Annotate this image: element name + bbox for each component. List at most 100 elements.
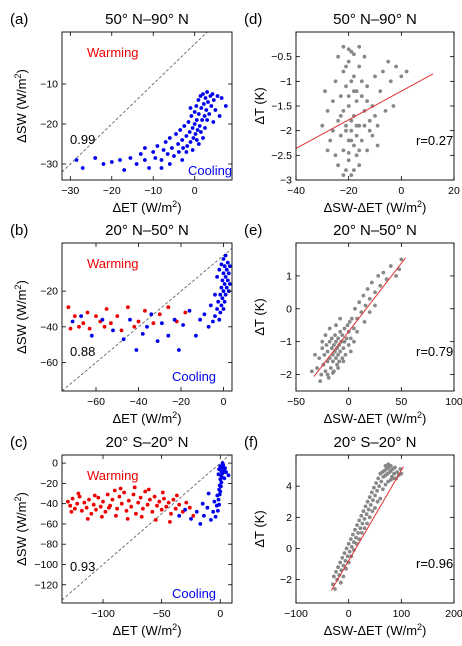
point-b-1-32 <box>220 296 225 301</box>
point-c-1-33 <box>217 467 222 472</box>
point-f-0-18 <box>349 545 354 549</box>
point-f-0-29 <box>361 509 366 513</box>
point-f-0-67 <box>373 506 377 510</box>
point-f-0-81 <box>381 487 385 492</box>
point-c-1-30 <box>222 476 227 481</box>
point-d-0-64 <box>346 94 351 98</box>
point-e-0-29 <box>337 359 342 364</box>
point-f-0-26 <box>358 526 363 531</box>
panel-title: 50° N–90° N <box>333 11 417 28</box>
y-tick-label: −20 <box>40 286 58 298</box>
point-c-0-66 <box>168 520 172 524</box>
point-d-0-1 <box>325 109 330 113</box>
point-d-0-7 <box>336 163 340 168</box>
point-a-1-2 <box>93 156 98 160</box>
point-f-0-72 <box>359 531 364 535</box>
point-c-0-29 <box>134 511 138 516</box>
point-c-1-35 <box>220 461 225 465</box>
panel-e: −50 0 50 100 −2 −1 0 1 20° N–50° N (e) ΔSW-ΔET (W/… <box>244 222 462 426</box>
point-c-0-50 <box>187 505 192 510</box>
point-e-0-13 <box>328 366 333 370</box>
point-e-0-26 <box>336 336 340 341</box>
point-f-0-43 <box>376 476 381 481</box>
point-c-1-24 <box>219 480 224 485</box>
point-c-1-18 <box>217 492 222 497</box>
point-a-1-71 <box>167 162 172 166</box>
point-e-0-55 <box>369 280 374 285</box>
point-a-1-59 <box>210 92 215 96</box>
point-c-0-12 <box>94 507 98 512</box>
point-b-1-35 <box>221 307 226 311</box>
x-tick-label: −100 <box>284 608 308 620</box>
point-b-1-40 <box>223 292 228 297</box>
point-d-0-5 <box>333 79 338 84</box>
point-e-0-70 <box>331 371 335 375</box>
panel-label: (a) <box>10 11 28 28</box>
point-c-0-57 <box>107 505 111 510</box>
fit-line <box>313 257 406 377</box>
point-e-0-74 <box>352 339 356 344</box>
point-b-1-21 <box>206 324 211 329</box>
points <box>66 253 232 352</box>
point-c-1-8 <box>211 509 216 514</box>
point-b-1-4 <box>111 328 115 333</box>
point-e-0-73 <box>348 349 353 354</box>
point-e-0-23 <box>334 339 338 344</box>
y-tick-label: 2 <box>286 512 292 524</box>
point-c-0-59 <box>118 486 123 491</box>
point-c-1-27 <box>220 471 225 476</box>
point-a-1-5 <box>118 158 122 162</box>
y-tick-label: −40 <box>40 321 58 333</box>
x-tick-label: −30 <box>61 185 79 197</box>
point-e-0-75 <box>355 329 359 334</box>
point-d-0-11 <box>341 148 346 153</box>
y-tick-label: −2 <box>280 574 292 586</box>
point-a-1-9 <box>138 152 143 156</box>
point-f-0-16 <box>347 549 352 554</box>
point-e-0-62 <box>394 274 398 278</box>
point-d-0-33 <box>357 163 362 168</box>
point-a-1-79 <box>180 158 185 162</box>
point-b-0-4 <box>81 321 86 326</box>
point-f-0-25 <box>357 518 362 523</box>
warming-label: Warming <box>87 45 139 60</box>
y-tick-label: −80 <box>40 539 58 551</box>
point-e-0-37 <box>342 339 347 344</box>
point-e-0-76 <box>334 323 338 328</box>
point-f-0-22 <box>354 535 358 540</box>
point-e-0-7 <box>324 343 329 347</box>
point-b-1-12 <box>160 321 164 326</box>
point-d-0-14 <box>344 168 348 173</box>
point-d-0-30 <box>354 133 359 138</box>
x-axis-label: ΔET (W/m2) <box>112 410 181 426</box>
point-a-1-19 <box>167 136 172 140</box>
point-c-0-55 <box>92 493 97 498</box>
point-c-0-31 <box>138 495 143 500</box>
point-e-0-0 <box>315 366 319 370</box>
point-e-0-56 <box>373 290 377 295</box>
point-e-0-10 <box>326 375 331 380</box>
y-tick-label: 1 <box>286 270 292 282</box>
x-tick-label: 0 <box>192 185 198 197</box>
point-a-1-3 <box>101 162 106 166</box>
point-b-1-7 <box>134 348 139 352</box>
point-b-0-6 <box>87 326 92 331</box>
point-c-0-22 <box>117 494 122 499</box>
panel-title: 20° S–20° N <box>106 434 189 451</box>
point-e-0-14 <box>329 346 334 351</box>
point-c-1-9 <box>212 499 217 504</box>
point-d-0-18 <box>346 104 351 108</box>
point-a-1-54 <box>205 90 210 94</box>
point-e-0-66 <box>323 333 328 337</box>
point-b-0-13 <box>119 328 124 333</box>
points <box>309 257 404 383</box>
x-tick-label: −20 <box>172 396 190 408</box>
point-b-1-37 <box>222 282 227 286</box>
point-c-0-1 <box>68 503 73 508</box>
point-a-1-50 <box>201 102 206 106</box>
x-axis-label: ΔSW-ΔET (W/m2) <box>324 199 427 215</box>
point-c-0-19 <box>110 497 115 502</box>
panel-title: 20° S–20° N <box>334 434 417 451</box>
x-tick-label: 0 <box>398 185 404 197</box>
point-a-1-66 <box>188 106 193 110</box>
